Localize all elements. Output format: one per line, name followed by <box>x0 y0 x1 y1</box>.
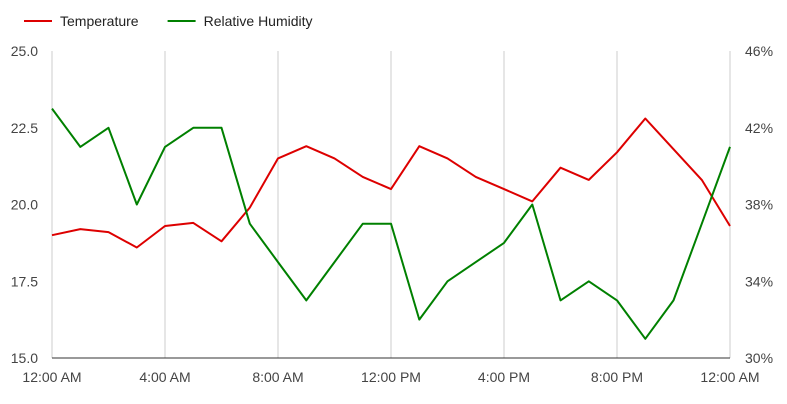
x-tick-label: 12:00 PM <box>361 369 421 385</box>
y-right-tick-label: 34% <box>745 273 773 289</box>
y-right-tick-label: 38% <box>745 197 773 213</box>
temperature-line[interactable] <box>51 117 731 249</box>
y-right-tick-label: 42% <box>745 120 773 136</box>
y-left-tick-label: 20.0 <box>11 197 38 213</box>
y-left-tick-label: 17.5 <box>11 273 38 289</box>
x-tick-label: 4:00 PM <box>478 369 530 385</box>
gridlines <box>51 51 731 358</box>
legend-item-temperature[interactable]: Temperature <box>24 13 139 29</box>
relative-humidity-line[interactable] <box>51 108 731 340</box>
x-tick-label: 8:00 PM <box>591 369 643 385</box>
y-left-tick-label: 15.0 <box>11 350 38 366</box>
legend[interactable]: Temperature Relative Humidity <box>24 13 313 29</box>
legend-label: Relative Humidity <box>204 13 313 29</box>
x-tick-label: 8:00 AM <box>252 369 303 385</box>
series-lines <box>51 108 731 340</box>
x-tick-label: 12:00 AM <box>700 369 759 385</box>
y-left-tick-label: 25.0 <box>11 43 38 59</box>
y-right-tick-label: 46% <box>745 43 773 59</box>
axes: 12:00 AM 4:00 AM 8:00 AM 12:00 PM 4:00 PM 8:0… <box>11 43 773 385</box>
y-left-tick-label: 22.5 <box>11 120 38 136</box>
legend-item-relative-humidity[interactable]: Relative Humidity <box>167 13 313 29</box>
x-tick-label: 4:00 AM <box>139 369 190 385</box>
x-tick-label: 12:00 AM <box>22 369 81 385</box>
y-right-tick-label: 30% <box>745 350 773 366</box>
legend-label: Temperature <box>60 13 139 29</box>
